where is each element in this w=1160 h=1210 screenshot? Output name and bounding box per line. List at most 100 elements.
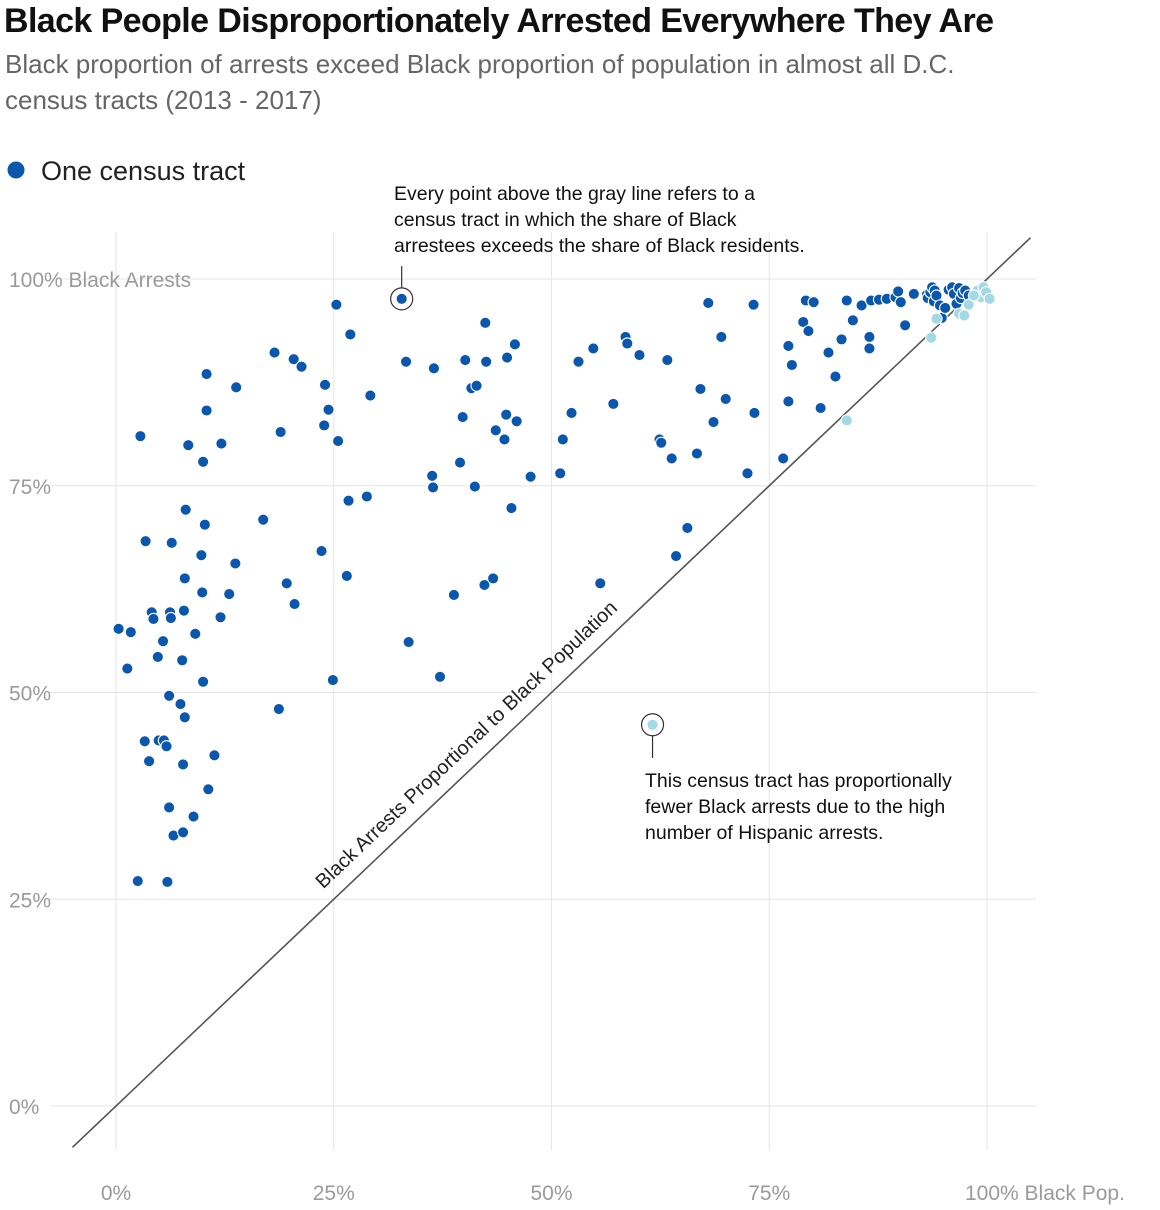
data-point xyxy=(505,501,518,515)
data-point xyxy=(230,381,243,394)
data-point xyxy=(633,348,646,362)
data-point xyxy=(508,338,522,351)
reference-line xyxy=(71,237,1032,1148)
data-point xyxy=(855,299,868,312)
legend-dot xyxy=(7,161,25,179)
data-point xyxy=(280,577,293,590)
data-point xyxy=(863,342,876,355)
grid-lines xyxy=(50,232,1036,1150)
data-point xyxy=(594,577,607,590)
chart-title: Black People Disproportionately Arrested… xyxy=(4,2,994,40)
data-point xyxy=(179,503,192,516)
data-point xyxy=(748,406,761,420)
data-point xyxy=(898,319,912,332)
data-point xyxy=(257,513,270,526)
data-point xyxy=(453,456,467,469)
data-point xyxy=(162,801,176,814)
data-point xyxy=(498,433,511,446)
data-point xyxy=(215,437,228,450)
data-point xyxy=(364,389,377,402)
data-point xyxy=(315,544,328,558)
highlighted-point xyxy=(395,292,408,305)
data-point xyxy=(287,353,300,366)
data-point xyxy=(288,597,301,611)
data-point xyxy=(785,358,799,372)
data-point xyxy=(500,351,514,364)
data-point xyxy=(331,434,345,448)
data-point xyxy=(478,578,491,592)
data-point xyxy=(340,569,353,583)
data-point xyxy=(274,425,287,439)
data-point xyxy=(139,535,152,548)
data-point xyxy=(510,415,523,428)
data-point xyxy=(142,754,156,768)
data-point xyxy=(479,316,492,329)
data-point xyxy=(427,362,441,375)
data-point xyxy=(295,360,308,373)
data-point xyxy=(930,312,943,325)
data-point xyxy=(694,382,707,396)
data-point xyxy=(486,572,500,585)
data-points xyxy=(112,281,996,889)
data-point xyxy=(822,346,835,359)
data-point xyxy=(195,549,208,562)
data-point xyxy=(807,296,820,309)
data-point xyxy=(939,301,952,315)
data-point xyxy=(196,455,210,468)
data-point xyxy=(715,330,728,344)
data-point xyxy=(176,758,190,771)
x-tick-label: 75% xyxy=(748,1182,790,1205)
data-point xyxy=(983,292,996,305)
data-point xyxy=(607,397,620,411)
data-point xyxy=(156,635,170,648)
data-point xyxy=(272,702,286,716)
data-point xyxy=(782,339,795,353)
reference-line-label: Black Arrests Proportional to Black Popu… xyxy=(312,597,622,893)
data-point xyxy=(326,673,340,687)
data-point xyxy=(925,331,938,344)
data-point xyxy=(500,408,513,421)
data-point xyxy=(196,675,210,688)
data-point xyxy=(426,481,440,494)
data-point xyxy=(147,612,160,626)
data-point xyxy=(402,635,415,649)
data-point xyxy=(360,490,373,503)
data-point xyxy=(268,346,281,359)
data-point xyxy=(863,330,876,344)
data-point xyxy=(459,353,472,367)
annotations: Every point above the gray line refers t… xyxy=(390,183,952,844)
data-point xyxy=(178,572,191,585)
x-tick-label: 50% xyxy=(530,1182,572,1205)
data-point xyxy=(702,296,715,310)
data-point xyxy=(655,436,668,449)
y-tick-label: 75% xyxy=(9,476,51,499)
axis-labels: 0% 25% 50% 75% 100% Black Arrests 0% 25% 50% 75%… xyxy=(9,269,1125,1205)
data-point xyxy=(196,586,209,599)
data-point xyxy=(138,735,151,748)
data-point xyxy=(176,654,189,667)
data-point xyxy=(489,424,502,437)
data-point xyxy=(198,518,211,531)
data-point xyxy=(840,414,853,427)
data-point xyxy=(318,419,331,432)
data-point xyxy=(470,379,483,392)
data-point xyxy=(447,588,461,602)
y-tick-label: 100% Black Arrests xyxy=(9,269,191,292)
legend-label: One census tract xyxy=(41,156,246,186)
data-point xyxy=(681,521,694,535)
data-point xyxy=(587,342,600,355)
data-point xyxy=(162,689,176,702)
annotation-bottom-line: number of Hispanic arrests. xyxy=(645,822,883,844)
data-point xyxy=(835,333,848,346)
data-point xyxy=(200,404,213,417)
data-point xyxy=(189,627,202,640)
data-point xyxy=(182,439,195,452)
y-tick-label: 50% xyxy=(9,683,51,706)
data-point xyxy=(840,294,853,307)
data-point xyxy=(669,549,683,563)
data-point xyxy=(223,587,236,601)
data-point xyxy=(342,494,355,507)
data-point xyxy=(565,406,578,420)
annotation-bottom-line: fewer Black arrests due to the high xyxy=(645,796,945,818)
